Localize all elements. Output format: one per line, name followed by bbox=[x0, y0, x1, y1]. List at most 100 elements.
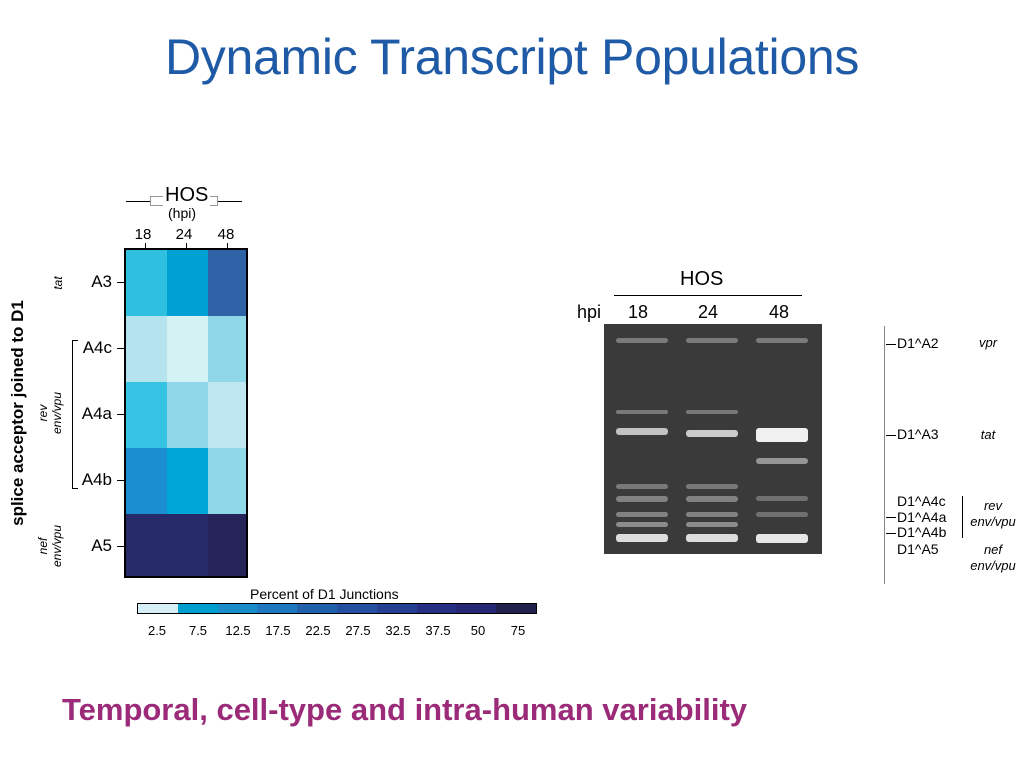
gel-band bbox=[756, 338, 808, 343]
heatmap-cell bbox=[167, 514, 208, 576]
heatmap-col-label: 48 bbox=[217, 226, 235, 243]
row-tick bbox=[117, 282, 124, 283]
gel-image bbox=[604, 324, 822, 554]
heatmap-unit: (hpi) bbox=[168, 205, 197, 221]
gel-band bbox=[686, 496, 738, 502]
gene-label-rev-line2: env/vpu bbox=[50, 391, 64, 435]
gel-band bbox=[616, 496, 668, 502]
colorbar-label: 12.5 bbox=[225, 623, 251, 638]
heatmap-cell bbox=[167, 382, 208, 448]
band-gene-tat: tat bbox=[980, 427, 996, 442]
colorbar-label: 32.5 bbox=[385, 623, 411, 638]
heatmap-col-label: 24 bbox=[175, 226, 193, 243]
gel-band bbox=[616, 522, 668, 527]
heatmap-grid bbox=[124, 248, 248, 578]
heatmap-row-label: A4b bbox=[81, 470, 112, 489]
colorbar-swatch bbox=[257, 604, 298, 613]
gel-band bbox=[686, 534, 738, 542]
colorbar-label: 17.5 bbox=[265, 623, 291, 638]
colorbar-label: 7.5 bbox=[188, 623, 208, 638]
gel-lane-label: 24 bbox=[697, 302, 719, 322]
gel-band bbox=[756, 496, 808, 501]
heatmap-y-axis-label: splice acceptor joined to D1 bbox=[8, 300, 27, 526]
gel-band bbox=[616, 338, 668, 343]
gel-header-line bbox=[614, 295, 802, 296]
band-marker bbox=[886, 533, 896, 534]
heatmap-cell bbox=[208, 382, 246, 448]
gel-band bbox=[756, 512, 808, 517]
gel-band bbox=[756, 534, 808, 543]
gene-nef: nef bbox=[983, 542, 1003, 557]
gel-side-scale bbox=[884, 326, 885, 584]
heatmap-cell bbox=[167, 250, 208, 316]
band-label: D1^A4a bbox=[897, 509, 947, 525]
heatmap-cell bbox=[208, 448, 246, 514]
heatmap-cell bbox=[126, 316, 167, 382]
colorbar-swatch bbox=[297, 604, 337, 613]
band-marker bbox=[886, 344, 896, 345]
gel-band bbox=[756, 428, 808, 442]
gene-env2: env/vpu bbox=[970, 558, 1016, 573]
gel-band bbox=[686, 512, 738, 517]
gel-band bbox=[686, 484, 738, 489]
gene-label-nef-line2: env/vpu bbox=[50, 524, 64, 568]
gel-band bbox=[686, 430, 738, 437]
slide-subtitle: Temporal, cell-type and intra-human vari… bbox=[62, 692, 748, 727]
row-tick bbox=[117, 546, 124, 547]
gene-label-rev: rev env/vpu bbox=[958, 498, 1024, 530]
colorbar-swatch bbox=[416, 604, 457, 613]
heatmap-cell bbox=[208, 514, 246, 576]
band-label: D1^A3 bbox=[897, 426, 939, 442]
slide-title: Dynamic Transcript Populations bbox=[164, 29, 860, 85]
gel-band bbox=[616, 428, 668, 435]
heatmap-cell bbox=[126, 448, 167, 514]
colorbar-label: 2.5 bbox=[147, 623, 167, 638]
band-marker bbox=[886, 435, 896, 436]
heatmap-row-label: A3 bbox=[91, 272, 112, 291]
gel-band bbox=[616, 484, 668, 489]
heatmap-cell bbox=[126, 250, 167, 316]
row-tick bbox=[117, 414, 124, 415]
heatmap-row-label: A5 bbox=[91, 536, 112, 555]
heatmap-cell-line: HOS bbox=[163, 184, 211, 207]
gel-lane-label: 48 bbox=[768, 302, 790, 322]
colorbar-swatch bbox=[217, 604, 258, 613]
colorbar-label: 37.5 bbox=[425, 623, 451, 638]
colorbar bbox=[137, 603, 537, 614]
heatmap-cell bbox=[208, 250, 246, 316]
colorbar-swatch bbox=[138, 604, 178, 613]
heatmap-row-label: A4c bbox=[82, 338, 112, 357]
band-label: D1^A4c bbox=[897, 493, 946, 509]
colorbar-swatch bbox=[376, 604, 417, 613]
gene-label-nef: nef env/vpu bbox=[958, 542, 1024, 574]
band-label: D1^A2 bbox=[897, 335, 939, 351]
colorbar-swatch bbox=[177, 604, 218, 613]
gel-lane-label: 18 bbox=[627, 302, 649, 322]
heatmap-cell bbox=[208, 316, 246, 382]
rev-env-bracket bbox=[962, 496, 963, 538]
heatmap-cell bbox=[167, 316, 208, 382]
band-marker bbox=[886, 517, 896, 518]
gel-cell-line: HOS bbox=[680, 268, 724, 290]
col-tick bbox=[186, 243, 187, 249]
colorbar-label: 22.5 bbox=[305, 623, 331, 638]
row-tick bbox=[117, 348, 124, 349]
heatmap-cell bbox=[126, 514, 167, 576]
colorbar-title: Percent of D1 Junctions bbox=[250, 586, 399, 602]
gel-band bbox=[686, 410, 738, 414]
gene-env1: env/vpu bbox=[970, 514, 1016, 529]
band-label: D1^A5 bbox=[897, 541, 939, 557]
rev-bracket bbox=[72, 340, 73, 488]
colorbar-label: 27.5 bbox=[345, 623, 371, 638]
gel-hpi-label: hpi bbox=[577, 302, 602, 322]
heatmap-row-label: A4a bbox=[81, 404, 112, 423]
gel-band bbox=[756, 458, 808, 464]
colorbar-swatch bbox=[496, 604, 536, 613]
colorbar-swatch bbox=[456, 604, 497, 613]
colorbar-label: 75 bbox=[510, 623, 526, 638]
colorbar-label: 50 bbox=[470, 623, 486, 638]
gel-band bbox=[686, 522, 738, 527]
gel-band bbox=[686, 338, 738, 343]
gel-band bbox=[616, 410, 668, 414]
heatmap-cell bbox=[167, 448, 208, 514]
